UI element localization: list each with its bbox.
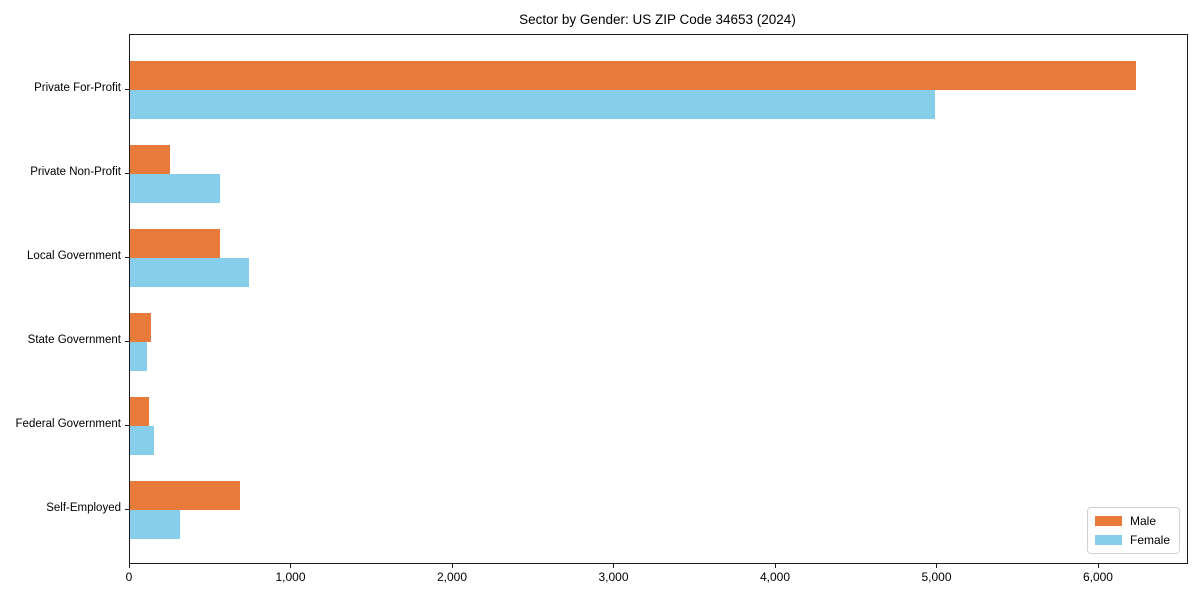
xtick-mark <box>129 564 130 568</box>
legend-item-female: Female <box>1094 533 1170 547</box>
ytick-label: Private Non-Profit <box>30 166 121 178</box>
bar-female-2 <box>130 258 249 287</box>
ytick-mark <box>125 509 129 510</box>
legend-label-male: Male <box>1129 514 1156 528</box>
xtick-label: 0 <box>125 570 133 584</box>
bar-male-2 <box>130 229 220 258</box>
ytick-mark <box>125 257 129 258</box>
bar-male-1 <box>130 145 170 174</box>
bar-male-3 <box>130 313 151 342</box>
legend: Male Female <box>1086 507 1180 554</box>
bar-male-5 <box>130 481 240 510</box>
bar-female-4 <box>130 426 154 455</box>
xtick-mark <box>936 564 938 568</box>
ytick-label: Self-Employed <box>46 502 121 514</box>
ytick-mark <box>125 89 129 90</box>
bar-female-1 <box>130 174 220 203</box>
xtick-mark <box>290 564 292 568</box>
ytick-label: Private For-Profit <box>34 82 121 94</box>
ytick-mark <box>125 341 129 342</box>
xtick-label: 1,000 <box>275 570 306 584</box>
ytick-mark <box>125 425 129 426</box>
ytick-mark <box>125 173 129 174</box>
bar-female-5 <box>130 510 180 539</box>
xtick-mark <box>1097 564 1099 568</box>
plot-area: Male Female <box>129 34 1188 564</box>
ytick-label: State Government <box>27 334 121 346</box>
xtick-label: 5,000 <box>921 570 952 584</box>
chart-title: Sector by Gender: US ZIP Code 34653 (202… <box>519 12 796 27</box>
xtick-label: 2,000 <box>436 570 467 584</box>
legend-swatch-female <box>1094 535 1122 545</box>
xtick-mark <box>613 564 615 568</box>
xtick-label: 6,000 <box>1082 570 1113 584</box>
legend-item-male: Male <box>1094 514 1170 528</box>
ytick-label: Local Government <box>27 250 121 262</box>
xtick-label: 4,000 <box>759 570 790 584</box>
xtick-mark <box>451 564 453 568</box>
bar-female-3 <box>130 342 147 371</box>
legend-swatch-male <box>1094 516 1122 526</box>
ytick-label: Federal Government <box>15 418 121 430</box>
xtick-label: 3,000 <box>598 570 629 584</box>
xtick-mark <box>774 564 776 568</box>
legend-label-female: Female <box>1129 533 1170 547</box>
bar-female-0 <box>130 90 935 119</box>
bar-male-0 <box>130 61 1136 90</box>
bar-male-4 <box>130 397 149 426</box>
